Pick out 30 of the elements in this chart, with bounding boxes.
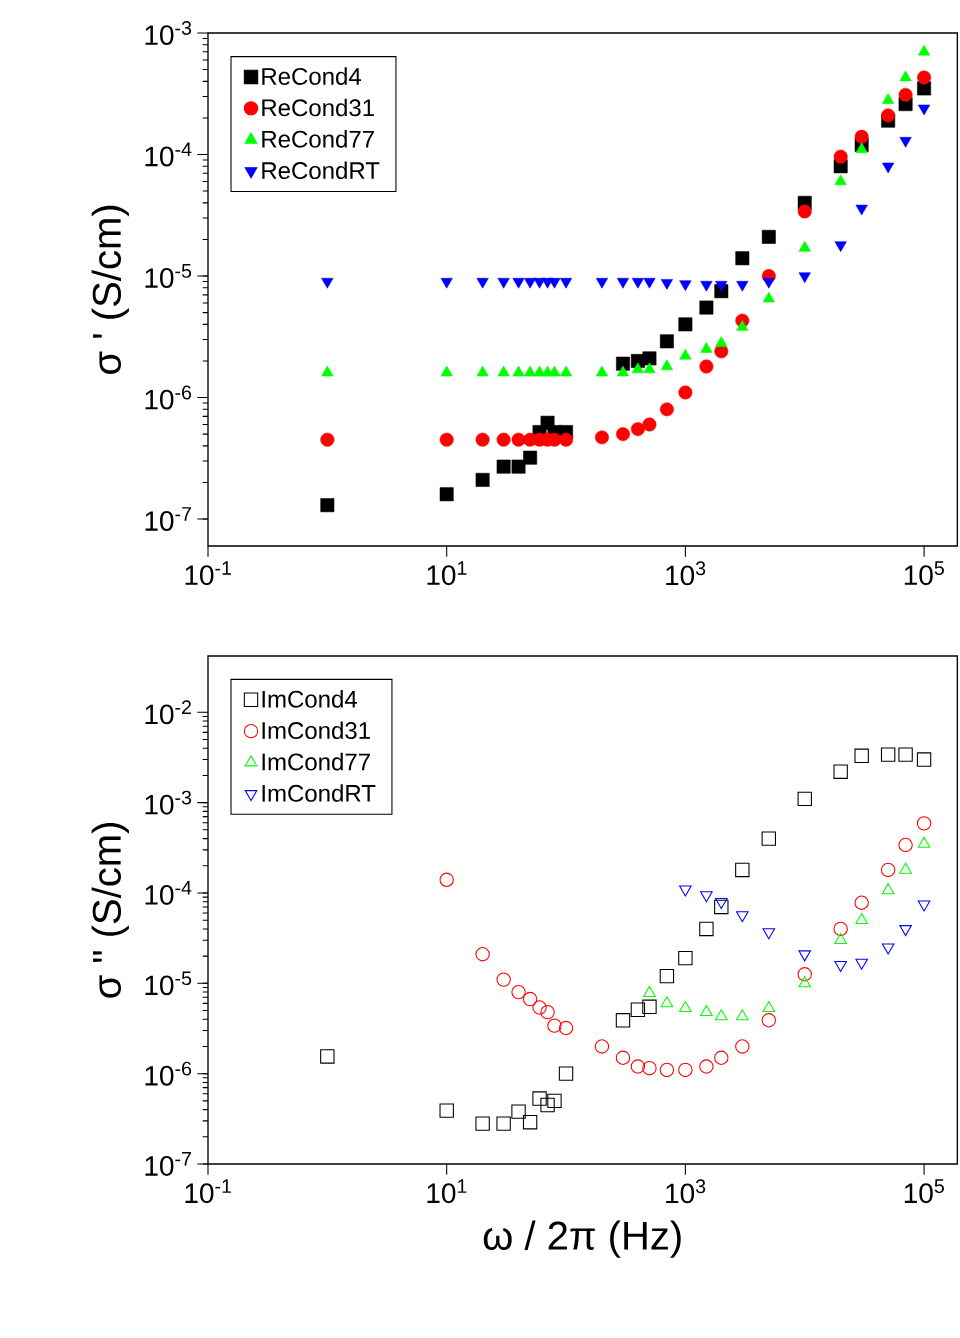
legend-label: ImCond4 — [262, 690, 358, 708]
y-tick-label: 10$^{-4}$ — [145, 881, 192, 905]
legend-label: ReCond77 — [262, 130, 374, 148]
y-tick-label: 10$^{-7}$ — [145, 1152, 191, 1176]
legend-label: ReCond31 — [262, 98, 374, 117]
y-axis-title: σ " (S/cm) — [91, 823, 129, 998]
y-tick-label: 10$^{-6}$ — [145, 385, 192, 410]
legend-label: ImCond31 — [262, 721, 370, 740]
y-tick-label: 10$^{-6}$ — [145, 1061, 192, 1086]
y-tick-label: 10$^{-3}$ — [145, 21, 192, 45]
legend-label: ReCond4 — [262, 67, 362, 85]
x-tick-label: 10$^{-1}$ — [185, 561, 231, 586]
x-axis-title: ω / 2π (Hz) — [483, 1220, 681, 1258]
y-tick-label: 10$^{-7}$ — [145, 507, 191, 531]
legend-label: ImCondRT — [262, 784, 376, 802]
legend-label: ImCond77 — [262, 752, 370, 771]
x-tick-label: 10$^{-1}$ — [185, 1179, 231, 1204]
x-tick-label: 10$^{3}$ — [666, 1179, 706, 1204]
y-tick-label: 10$^{-2}$ — [145, 700, 191, 725]
x-tick-label: 10$^{3}$ — [666, 561, 706, 586]
y-tick-label: 10$^{-3}$ — [145, 790, 192, 815]
x-tick-label: 10$^{1}$ — [427, 1179, 467, 1204]
y-tick-label: 10$^{-4}$ — [145, 142, 192, 167]
x-tick-label: 10$^{5}$ — [904, 1179, 944, 1204]
x-tick-label: 10$^{5}$ — [904, 561, 944, 586]
y-axis-title: σ ' (S/cm) — [91, 205, 129, 374]
y-tick-label: 10$^{-5}$ — [145, 264, 192, 288]
legend-label: ReCondRT — [262, 161, 380, 180]
y-tick-label: 10$^{-5}$ — [145, 971, 192, 996]
x-tick-label: 10$^{1}$ — [427, 561, 467, 586]
